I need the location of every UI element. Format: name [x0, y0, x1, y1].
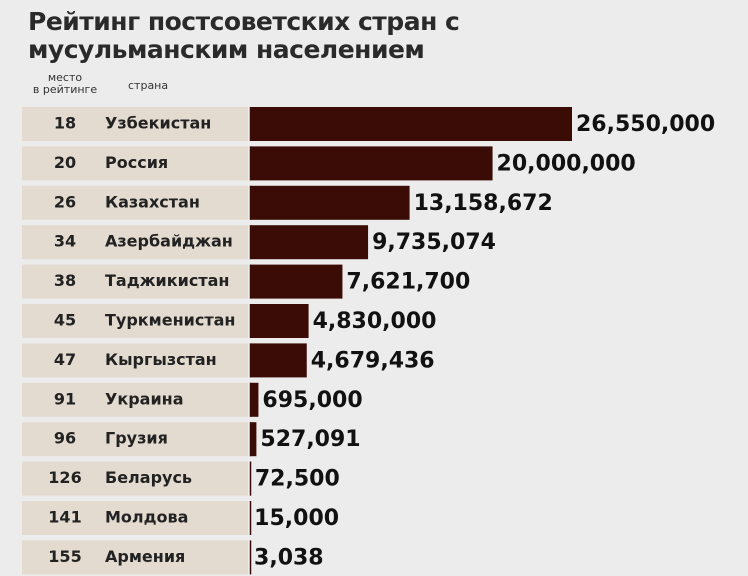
rank: 38 [54, 271, 76, 290]
bar [250, 264, 343, 299]
value-label: 26,550,000 [576, 112, 715, 137]
row-cell [22, 146, 248, 181]
value-label: 15,000 [254, 506, 339, 531]
row-cell [22, 540, 248, 575]
rank: 155 [48, 547, 81, 566]
row-cell [22, 382, 248, 417]
bar [250, 343, 307, 378]
rank: 26 [54, 192, 76, 211]
rank: 47 [54, 350, 76, 369]
row-cell [22, 225, 248, 260]
country: Молдова [105, 508, 188, 527]
rank-header: место [48, 71, 83, 84]
country: Кыргызстан [105, 350, 217, 369]
row-cell [22, 422, 248, 457]
country: Туркменистан [105, 311, 235, 330]
bar [250, 461, 251, 496]
rank: 141 [48, 508, 81, 527]
value-label: 7,621,700 [346, 270, 470, 295]
value-label: 4,830,000 [313, 309, 437, 334]
row-cell [22, 461, 248, 496]
bar [250, 304, 309, 338]
country: Армения [105, 547, 185, 566]
rank: 20 [54, 153, 76, 172]
row-cell [22, 501, 248, 535]
bar [250, 382, 259, 417]
bar [250, 422, 257, 457]
value-label: 13,158,672 [414, 191, 553, 216]
country: Азербайджан [105, 232, 233, 251]
value-label: 3,038 [254, 545, 324, 570]
country: Грузия [105, 429, 168, 448]
row-cell [22, 107, 248, 141]
rank: 126 [48, 468, 81, 487]
chart-title: Рейтинг постсоветских стран с мусульманс… [28, 7, 460, 64]
bar [250, 146, 493, 181]
country: Узбекистан [105, 114, 211, 133]
rank: 96 [54, 429, 76, 448]
value-label: 9,735,074 [372, 230, 496, 255]
value-label: 527,091 [260, 427, 360, 452]
rank: 18 [54, 114, 76, 133]
row-cell [22, 185, 248, 220]
country: Казахстан [105, 192, 200, 211]
row-cell [22, 264, 248, 299]
rank: 45 [54, 311, 76, 330]
rank: 91 [54, 389, 76, 408]
value-label: 4,679,436 [311, 348, 435, 373]
country: Таджикистан [105, 271, 229, 290]
value-label: 20,000,000 [497, 151, 636, 176]
value-label: 72,500 [255, 467, 340, 492]
country-header: страна [128, 79, 168, 92]
row-cell [22, 343, 248, 378]
bar [250, 185, 410, 220]
value-label: 695,000 [262, 388, 362, 413]
country: Украина [105, 389, 184, 408]
country: Беларусь [105, 468, 192, 487]
rank: 34 [54, 232, 76, 251]
bar [250, 107, 572, 141]
country: Россия [105, 153, 168, 172]
rank-header: в рейтинге [33, 83, 97, 96]
bar [250, 225, 369, 260]
row-cell [22, 304, 248, 338]
